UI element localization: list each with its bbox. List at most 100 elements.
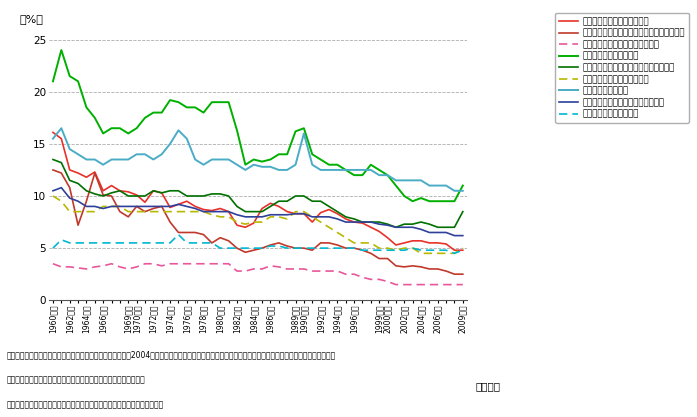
製品在庫率（自動車・同附属品） [183, 261, 191, 266]
原材料・仕掛品在庫率（製造業計） [141, 204, 149, 209]
原材料・仕掛品在庫率（製造業計） [392, 225, 400, 230]
原材料・仕掛品在庫率（自動車・同附属品） [124, 214, 132, 219]
在庫率（電気機械器具） [325, 162, 333, 167]
製品在庫率（自動車・同附属品） [367, 277, 375, 282]
在庫率（製造業計） [425, 183, 434, 188]
在庫率（製造業計） [158, 152, 166, 157]
在庫率（電気機械器具） [191, 105, 199, 110]
原材料・仕掛品在庫率（製造業計） [442, 230, 450, 235]
原材料・仕掛品在庫率（自動車・同附属品） [132, 204, 141, 209]
原材料・仕掛品在庫率（自動車・同附属品） [191, 230, 199, 235]
在庫率（自動車・同附属品） [116, 188, 124, 193]
原材料・仕掛品在庫率（製造業計） [99, 206, 107, 211]
製品在庫率（自動車・同附属品） [224, 261, 233, 266]
製品在庫率（自動車・同附属品） [350, 272, 358, 277]
製品在庫率（自動車・同附属品） [266, 264, 275, 269]
原材料・仕掛品在庫率（自動車・同附属品） [250, 248, 258, 253]
原材料・仕掛品在庫率（電気機械器具） [283, 199, 291, 204]
原材料・仕掛品在庫率（電気機械器具） [442, 225, 450, 230]
在庫率（電気機械器具） [82, 105, 91, 110]
原材料・仕掛品在庫率（自動車・同附属品） [266, 242, 275, 247]
在庫率（電気機械器具） [316, 157, 325, 162]
原材料・仕掛品在庫率（電気機械器具） [241, 209, 250, 214]
製品在庫率（製造業計） [408, 246, 417, 251]
在庫率（製造業計） [434, 183, 442, 188]
在庫率（自動車・同附属品） [49, 130, 57, 135]
在庫率（電気機械器具） [358, 173, 367, 178]
原材料・仕掛品在庫率（自動車・同附属品） [116, 209, 124, 214]
製品在庫率（電気機械器具） [199, 209, 208, 214]
製品在庫率（電気機械器具） [132, 209, 141, 214]
製品在庫率（製造業計） [191, 240, 199, 245]
製品在庫率（自動車・同附属品） [291, 266, 300, 271]
在庫率（自動車・同附属品） [283, 209, 291, 214]
製品在庫率（電気機械器具） [107, 204, 116, 209]
製品在庫率（電気機械器具） [358, 240, 367, 245]
在庫率（自動車・同附属品） [158, 190, 166, 195]
在庫率（電気機械器具） [442, 199, 450, 204]
在庫率（製造業計） [191, 157, 199, 162]
原材料・仕掛品在庫率（電気機械器具） [350, 216, 358, 221]
原材料・仕掛品在庫率（自動車・同附属品） [300, 246, 308, 251]
在庫率（製造業計） [442, 183, 450, 188]
原材料・仕掛品在庫率（自動車・同附属品） [442, 269, 450, 274]
製品在庫率（電気機械器具） [191, 209, 199, 214]
製品在庫率（製造業計） [434, 248, 442, 253]
製品在庫率（電気機械器具） [250, 219, 258, 224]
原材料・仕掛品在庫率（製造業計） [216, 209, 224, 214]
原材料・仕掛品在庫率（電気機械器具） [149, 188, 158, 193]
原材料・仕掛品在庫率（電気機械器具） [367, 219, 375, 224]
製品在庫率（電気機械器具） [316, 219, 325, 224]
在庫率（電気機械器具） [425, 199, 434, 204]
原材料・仕掛品在庫率（自動車・同附属品） [233, 246, 241, 251]
製品在庫率（自動車・同附属品） [199, 261, 208, 266]
在庫率（電気機械器具） [141, 116, 149, 121]
原材料・仕掛品在庫率（製造業計） [367, 219, 375, 224]
在庫率（製造業計） [266, 164, 275, 169]
製品在庫率（自動車・同附属品） [149, 261, 158, 266]
製品在庫率（自動車・同附属品） [158, 264, 166, 269]
製品在庫率（製造業計） [367, 248, 375, 253]
在庫率（自動車・同附属品） [392, 242, 400, 247]
原材料・仕掛品在庫率（電気機械器具） [174, 188, 183, 193]
製品在庫率（製造業計） [442, 248, 450, 253]
製品在庫率（製造業計） [358, 248, 367, 253]
原材料・仕掛品在庫率（自動車・同附属品） [434, 266, 442, 271]
在庫率（自動車・同附属品） [82, 175, 91, 180]
在庫率（自動車・同附属品） [166, 205, 174, 210]
在庫率（製造業計） [132, 152, 141, 157]
製品在庫率（自動車・同附属品） [49, 261, 57, 266]
原材料・仕掛品在庫率（製造業計） [250, 214, 258, 219]
在庫率（自動車・同附属品） [300, 211, 308, 216]
在庫率（電気機械器具） [224, 100, 233, 105]
製品在庫率（自動車・同附属品） [417, 282, 425, 287]
在庫率（電気機械器具） [174, 100, 183, 105]
原材料・仕掛品在庫率（電気機械器具） [216, 191, 224, 196]
在庫率（製造業計） [400, 178, 408, 183]
在庫率（製造業計） [141, 152, 149, 157]
製品在庫率（製造業計） [450, 251, 459, 256]
製品在庫率（自動車・同附属品） [191, 261, 199, 266]
原材料・仕掛品在庫率（製造業計） [300, 211, 308, 216]
原材料・仕掛品在庫率（製造業計） [459, 233, 467, 238]
Line: 原材料・仕掛品在庫率（製造業計）: 原材料・仕掛品在庫率（製造業計） [53, 188, 463, 236]
原材料・仕掛品在庫率（自動車・同附属品） [408, 264, 417, 269]
原材料・仕掛品在庫率（製造業計） [149, 204, 158, 209]
原材料・仕掛品在庫率（製造業計） [283, 212, 291, 217]
製品在庫率（製造業計） [183, 240, 191, 245]
製品在庫率（電気機械器具） [283, 216, 291, 221]
製品在庫率（電気機械器具） [266, 214, 275, 219]
原材料・仕掛品在庫率（自動車・同附属品） [183, 230, 191, 235]
原材料・仕掛品在庫率（自動車・同附属品） [350, 246, 358, 251]
原材料・仕掛品在庫率（製造業計） [434, 230, 442, 235]
在庫率（電気機械器具） [417, 196, 425, 201]
在庫率（自動車・同附属品） [183, 199, 191, 204]
在庫率（製造業計） [82, 157, 91, 162]
原材料・仕掛品在庫率（電気機械器具） [82, 188, 91, 193]
原材料・仕掛品在庫率（製造業計） [82, 204, 91, 209]
原材料・仕掛品在庫率（電気機械器具） [116, 188, 124, 193]
原材料・仕掛品在庫率（電気機械器具） [91, 191, 99, 196]
製品在庫率（電気機械器具） [392, 248, 400, 253]
原材料・仕掛品在庫率（電気機械器具） [141, 193, 149, 198]
原材料・仕掛品在庫率（自動車・同附属品） [49, 168, 57, 173]
